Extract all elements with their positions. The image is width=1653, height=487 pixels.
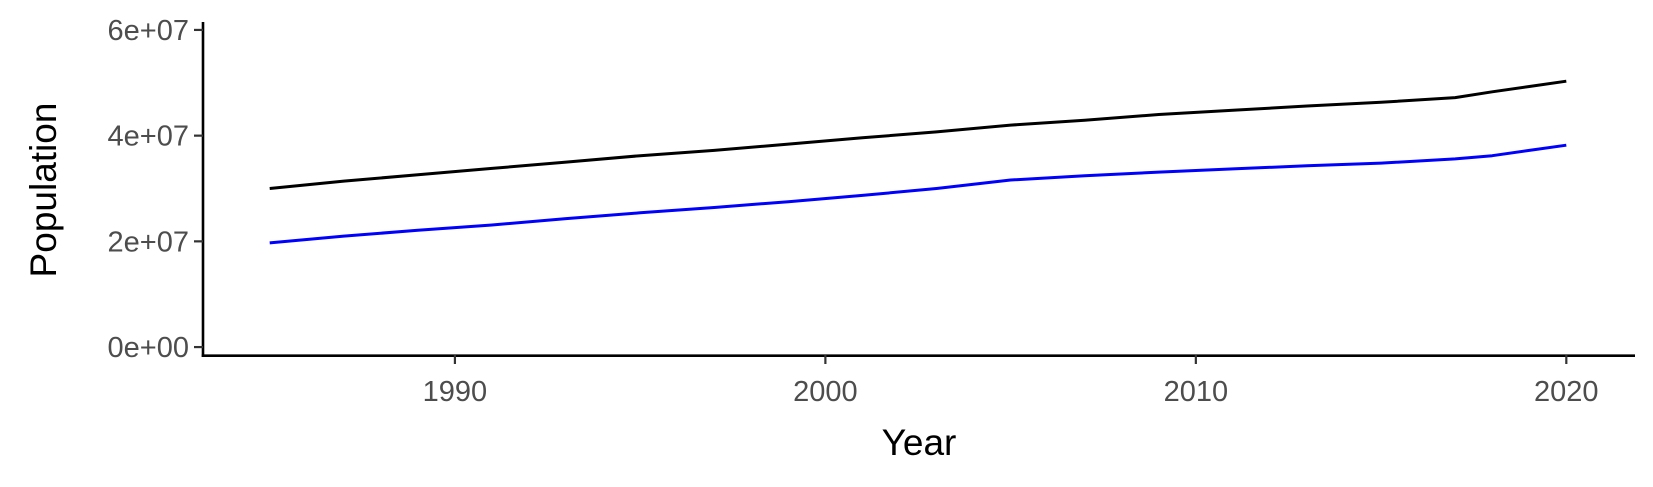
y-tick-label: 0e+00 xyxy=(108,332,189,364)
x-tick-label: 1990 xyxy=(423,376,488,408)
series-line-2 xyxy=(269,143,1567,245)
x-axis-title: Year xyxy=(882,422,957,463)
y-axis-title: Population xyxy=(23,103,64,278)
x-axis-ticks: 1990 2000 2010 2020 xyxy=(423,355,1599,408)
y-axis-ticks: 0e+00 2e+07 4e+07 6e+07 xyxy=(108,15,203,364)
x-tick-label: 2020 xyxy=(1534,376,1599,408)
series-layer xyxy=(269,79,1567,245)
series-line-1 xyxy=(269,79,1567,190)
y-tick-label: 6e+07 xyxy=(108,15,189,47)
y-tick-label: 2e+07 xyxy=(108,226,189,258)
y-tick-label: 4e+07 xyxy=(108,121,189,153)
x-tick-label: 2010 xyxy=(1164,376,1229,408)
x-tick-label: 2000 xyxy=(793,376,858,408)
